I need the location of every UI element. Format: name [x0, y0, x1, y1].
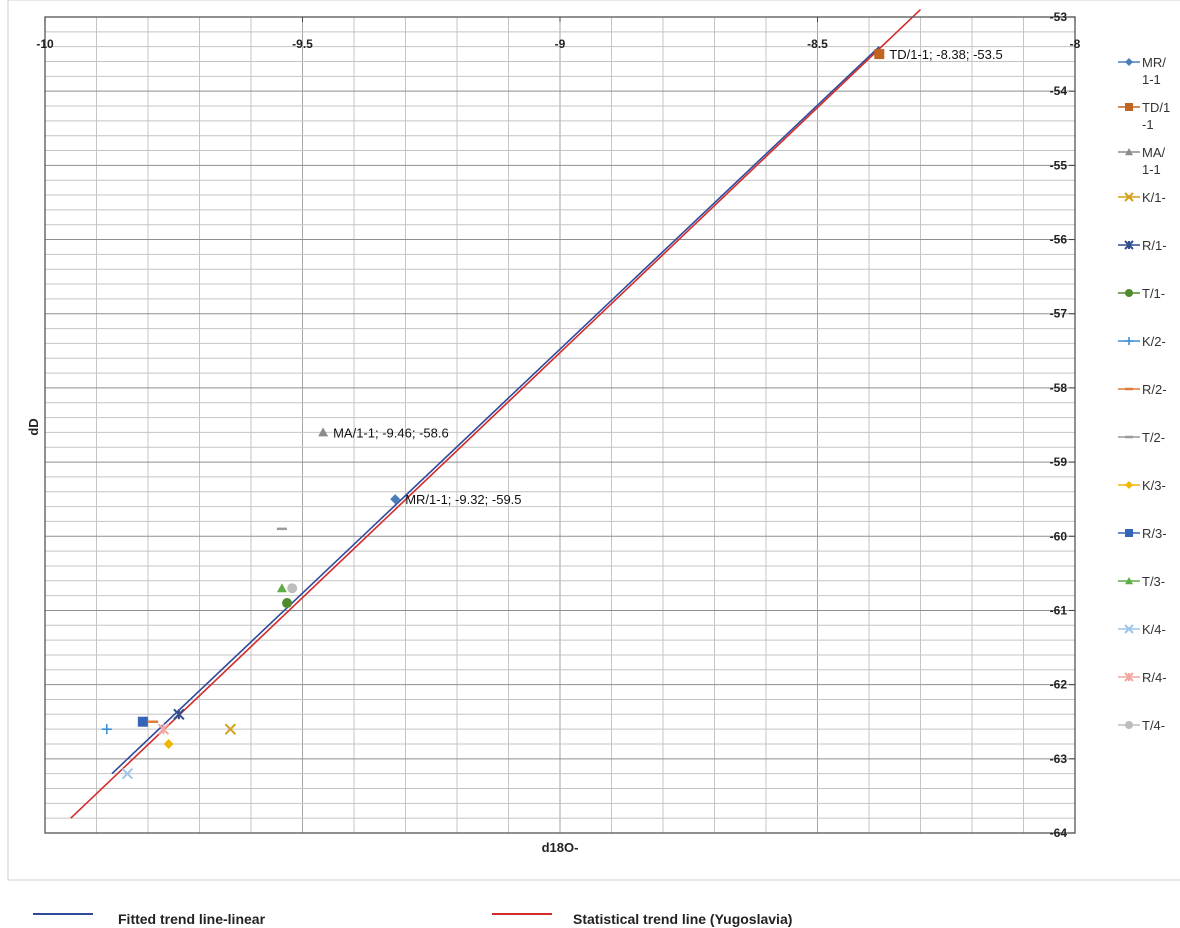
legend-entry: K/3-	[1118, 478, 1166, 493]
trend-legend-label: Fitted trend line-linear	[118, 911, 266, 927]
x-tick-label: -9	[555, 37, 566, 51]
legend-entry: R/4-	[1118, 670, 1167, 685]
legend-label: K/2-	[1142, 334, 1166, 349]
legend-marker	[1125, 481, 1133, 489]
legend-entry: K/1-	[1118, 190, 1166, 205]
trend-legend-entry: Statistical trend line (Yugoslavia)	[492, 911, 792, 927]
y-tick-label: -59	[1050, 455, 1068, 469]
legend-entry: T/4-	[1118, 718, 1165, 733]
data-label: TD/1-1; -8.38; -53.5	[889, 47, 1002, 62]
y-tick-label: -61	[1050, 603, 1068, 617]
data-point	[163, 738, 174, 749]
y-tick-label: -60	[1050, 529, 1068, 543]
y-tick-label: -55	[1050, 158, 1068, 172]
y-tick-label: -53	[1050, 10, 1068, 24]
y-tick-label: -62	[1050, 678, 1068, 692]
data-point	[121, 767, 134, 780]
gridlines	[45, 17, 1075, 833]
x-tick-label: -10	[36, 37, 54, 51]
data-point	[137, 716, 148, 727]
legend-label: T/2-	[1142, 430, 1165, 445]
legend-label: K/1-	[1142, 190, 1166, 205]
legend-label: K/4-	[1142, 622, 1166, 637]
legend-entry: K/2-	[1118, 334, 1166, 349]
y-tick-label: -58	[1050, 381, 1068, 395]
legend-marker	[1124, 624, 1134, 634]
data-point	[390, 494, 401, 505]
legend-marker	[1125, 529, 1133, 537]
data-label: MA/1-1; -9.46; -58.6	[333, 425, 449, 440]
legend-label: TD/1	[1142, 100, 1170, 115]
x-axis-title: d18O-	[542, 840, 579, 855]
legend-label: R/3-	[1142, 526, 1167, 541]
y-tick-label: -54	[1050, 84, 1068, 98]
x-tick-label: -9.5	[292, 37, 313, 51]
data-label: MR/1-1; -9.32; -59.5	[405, 492, 521, 507]
legend-marker	[1125, 148, 1133, 156]
data-point	[318, 427, 329, 437]
legend-entry: T/3-	[1118, 574, 1165, 589]
y-tick-label: -64	[1050, 826, 1068, 840]
legend-label: K/3-	[1142, 478, 1166, 493]
legend-marker	[1125, 289, 1133, 297]
data-point	[224, 723, 237, 735]
data-points	[101, 49, 885, 780]
trend-line	[111, 46, 880, 775]
legend-entry: TD/1 -1	[1118, 100, 1170, 132]
data-point	[173, 708, 185, 721]
y-axis-title: dD	[26, 418, 41, 435]
trend-lines	[70, 9, 922, 819]
legend-label: MR/	[1142, 55, 1166, 70]
legend-entry: T/1-	[1118, 286, 1165, 301]
legend-entry: MR/1-1	[1118, 55, 1166, 87]
legend-entry: R/3-	[1118, 526, 1167, 541]
x-tick-label: -8	[1070, 37, 1081, 51]
legend-label: 1-1	[1142, 162, 1161, 177]
legend-marker	[1125, 337, 1133, 345]
bottom-legend: Fitted trend line-linear Statistical tren…	[33, 911, 792, 927]
data-point	[282, 598, 293, 609]
legend-marker	[1124, 192, 1134, 202]
legend-marker	[1125, 721, 1133, 729]
y-tick-label: -56	[1050, 233, 1068, 247]
data-labels: MR/1-1; -9.32; -59.5 TD/1-1; -8.38; -53.5…	[333, 47, 1003, 507]
legend-marker	[1124, 240, 1134, 250]
legend-marker	[1124, 672, 1134, 682]
legend: MR/1-1 TD/1 -1 MA/1-1 K/1- R/1- T/1- K/2- R/2- T/…	[1118, 55, 1170, 733]
legend-entry: R/2-	[1118, 382, 1167, 397]
y-tick-label: -63	[1050, 752, 1068, 766]
x-tick-label: -8.5	[807, 37, 828, 51]
legend-label: R/4-	[1142, 670, 1167, 685]
data-point	[157, 723, 170, 735]
legend-label: R/2-	[1142, 382, 1167, 397]
legend-marker	[1125, 103, 1133, 111]
legend-label: R/1-	[1142, 238, 1167, 253]
legend-label: T/4-	[1142, 718, 1165, 733]
axes: -10 -9.5 -9 -8.5 -8-53 -54 -55 -56 -57 -58 -59 -60 -…	[36, 10, 1080, 840]
data-point	[874, 49, 885, 60]
legend-marker	[1125, 58, 1133, 66]
data-point	[276, 583, 287, 593]
trend-legend-entry: Fitted trend line-linear	[33, 911, 266, 927]
legend-entry: R/1-	[1118, 238, 1167, 253]
y-tick-label: -57	[1050, 307, 1068, 321]
legend-label: -1	[1142, 117, 1154, 132]
legend-label: T/1-	[1142, 286, 1165, 301]
data-point	[101, 724, 112, 735]
data-point	[287, 583, 298, 594]
trend-legend-label: Statistical trend line (Yugoslavia)	[573, 911, 792, 927]
outer-frame	[7, 0, 1180, 881]
legend-label: 1-1	[1142, 72, 1161, 87]
legend-label: T/3-	[1142, 574, 1165, 589]
legend-entry: MA/1-1	[1118, 145, 1166, 177]
legend-entry: K/4-	[1118, 622, 1166, 637]
trend-line	[70, 9, 922, 819]
legend-label: MA/	[1142, 145, 1166, 160]
legend-entry: T/2-	[1118, 430, 1165, 445]
legend-marker	[1125, 577, 1133, 585]
